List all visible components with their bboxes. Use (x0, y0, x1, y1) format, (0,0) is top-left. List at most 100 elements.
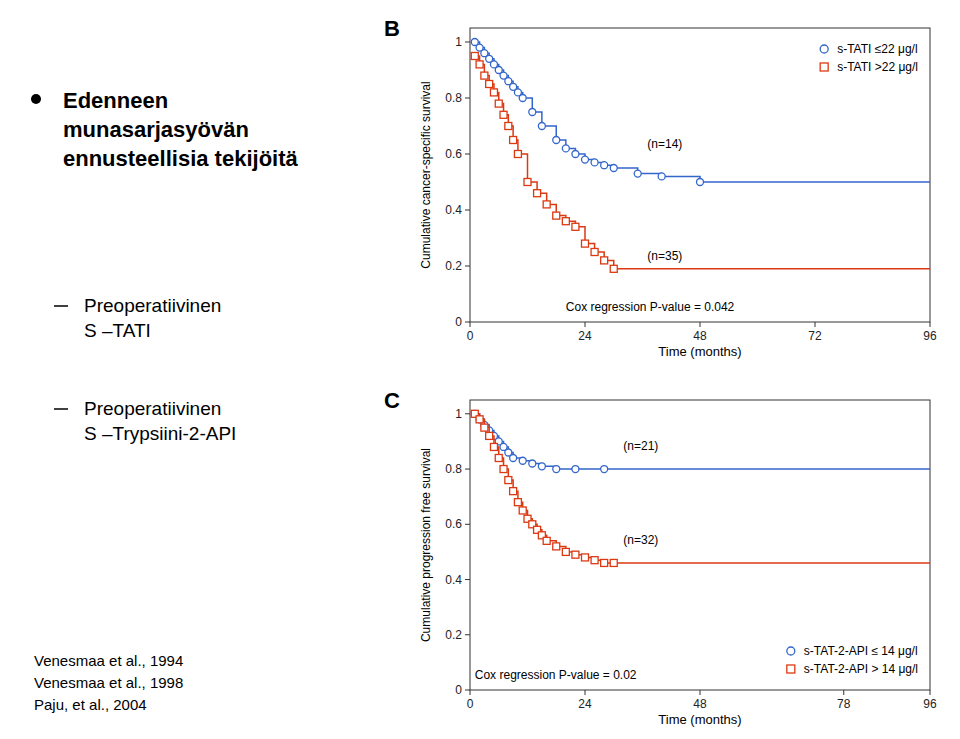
legend-label: s-TATI >22 μg/l (837, 60, 918, 74)
panel-label: B (384, 16, 400, 41)
survival-tail-line (604, 468, 930, 470)
x-tick-label: 78 (837, 697, 851, 711)
survival-marker (500, 111, 507, 118)
legend-marker (787, 665, 795, 673)
survival-marker (486, 81, 493, 88)
survival-marker (601, 162, 608, 169)
survival-marker (505, 123, 512, 130)
survival-marker (490, 443, 497, 450)
annotation: (n=32) (623, 533, 658, 547)
survival-step-line (475, 42, 700, 182)
legend-marker (820, 63, 828, 71)
survival-marker (610, 165, 617, 172)
survival-marker (519, 95, 526, 102)
x-tick-label: 0 (467, 329, 474, 343)
sub-item: PreoperatiivinenS –TATI (84, 295, 221, 341)
survival-marker (510, 455, 517, 462)
plot-frame (470, 400, 930, 690)
survival-marker (572, 466, 579, 473)
survival-marker (510, 137, 517, 144)
plot-data (471, 39, 930, 273)
survival-marker (582, 240, 589, 247)
survival-marker (553, 543, 560, 550)
y-tick-label: 1 (455, 407, 462, 421)
x-tick (700, 322, 701, 327)
survival-marker (495, 100, 502, 107)
survival-marker (510, 488, 517, 495)
legend-label: s-TAT-2-API > 14 μg/l (804, 662, 918, 676)
km-panel: 02448729600.20.40.60.81Time (months)Cumu… (384, 16, 937, 359)
y-tick-label: 0.4 (445, 573, 462, 587)
survival-marker (601, 559, 608, 566)
sub-item-dash (54, 408, 68, 410)
y-tick-label: 0.8 (445, 91, 462, 105)
survival-marker (476, 416, 483, 423)
y-tick (465, 579, 470, 580)
x-tick-label: 0 (467, 697, 474, 711)
survival-marker (529, 109, 536, 116)
survival-step-line (475, 56, 614, 269)
x-tick (470, 690, 471, 695)
x-tick-label: 24 (578, 697, 592, 711)
x-tick (815, 322, 816, 327)
survival-marker (553, 466, 560, 473)
x-tick (470, 322, 471, 327)
survival-tail-line (700, 181, 930, 183)
survival-marker (572, 223, 579, 230)
x-tick (930, 322, 931, 327)
x-tick (843, 690, 844, 695)
legend-marker (820, 45, 828, 53)
survival-marker (476, 416, 483, 423)
y-tick (465, 266, 470, 267)
annotation: Cox regression P-value = 0.02 (475, 668, 637, 682)
km-panel: 02448789600.20.40.60.81Time (months)Cumu… (384, 388, 937, 727)
x-tick (930, 690, 931, 695)
legend-marker (787, 647, 795, 655)
survival-marker (601, 466, 608, 473)
legend-label: s-TATI ≤22 μg/l (837, 42, 917, 56)
survival-marker (481, 72, 488, 79)
survival-marker (519, 457, 526, 464)
survival-marker (562, 218, 569, 225)
figure: Edenneenmunasarjasyövänennusteellisia te… (0, 0, 960, 739)
y-tick-label: 0.6 (445, 147, 462, 161)
y-tick-label: 1 (455, 35, 462, 49)
legend-label: s-TAT-2-API ≤ 14 μg/l (804, 644, 918, 658)
y-tick (465, 524, 470, 525)
x-tick-label: 72 (808, 329, 822, 343)
annotation: (n=35) (647, 249, 682, 263)
y-tick-label: 0 (455, 315, 462, 329)
annotation: (n=21) (623, 439, 658, 453)
y-tick-label: 0.8 (445, 462, 462, 476)
survival-marker (500, 466, 507, 473)
panel-title: Edenneenmunasarjasyövänennusteellisia te… (63, 88, 299, 171)
y-tick (465, 98, 470, 99)
annotation: (n=14) (647, 137, 682, 151)
survival-marker (514, 151, 521, 158)
legend: s-TATI ≤22 μg/l s-TATI >22 μg/l (820, 42, 918, 74)
y-tick (465, 154, 470, 155)
survival-marker (591, 557, 598, 564)
panel-label: C (384, 388, 400, 413)
y-tick-label: 0.2 (445, 259, 462, 273)
sub-item-dash (54, 305, 68, 307)
survival-marker (610, 559, 617, 566)
survival-marker (538, 123, 545, 130)
y-tick (465, 322, 470, 323)
x-tick (585, 690, 586, 695)
survival-marker (519, 507, 526, 514)
x-axis-label: Time (months) (658, 712, 741, 727)
survival-marker (562, 548, 569, 555)
survival-marker (658, 173, 665, 180)
plot-frame (470, 28, 930, 322)
y-tick (465, 469, 470, 470)
survival-marker (476, 61, 483, 68)
y-tick (465, 634, 470, 635)
plot-data (471, 410, 930, 566)
x-tick-label: 96 (923, 329, 937, 343)
y-tick (465, 413, 470, 414)
survival-marker (562, 145, 569, 152)
survival-marker (572, 551, 579, 558)
survival-marker (514, 499, 521, 506)
y-tick-label: 0.4 (445, 203, 462, 217)
